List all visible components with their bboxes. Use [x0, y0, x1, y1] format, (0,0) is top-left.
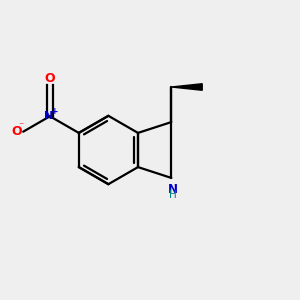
Text: O: O — [45, 72, 55, 85]
Polygon shape — [171, 84, 202, 90]
Text: O: O — [11, 124, 22, 138]
Text: +: + — [52, 107, 59, 116]
Text: N: N — [44, 111, 53, 121]
Text: N: N — [168, 183, 178, 196]
Text: H: H — [169, 190, 177, 200]
Text: ⁻: ⁻ — [19, 121, 24, 131]
